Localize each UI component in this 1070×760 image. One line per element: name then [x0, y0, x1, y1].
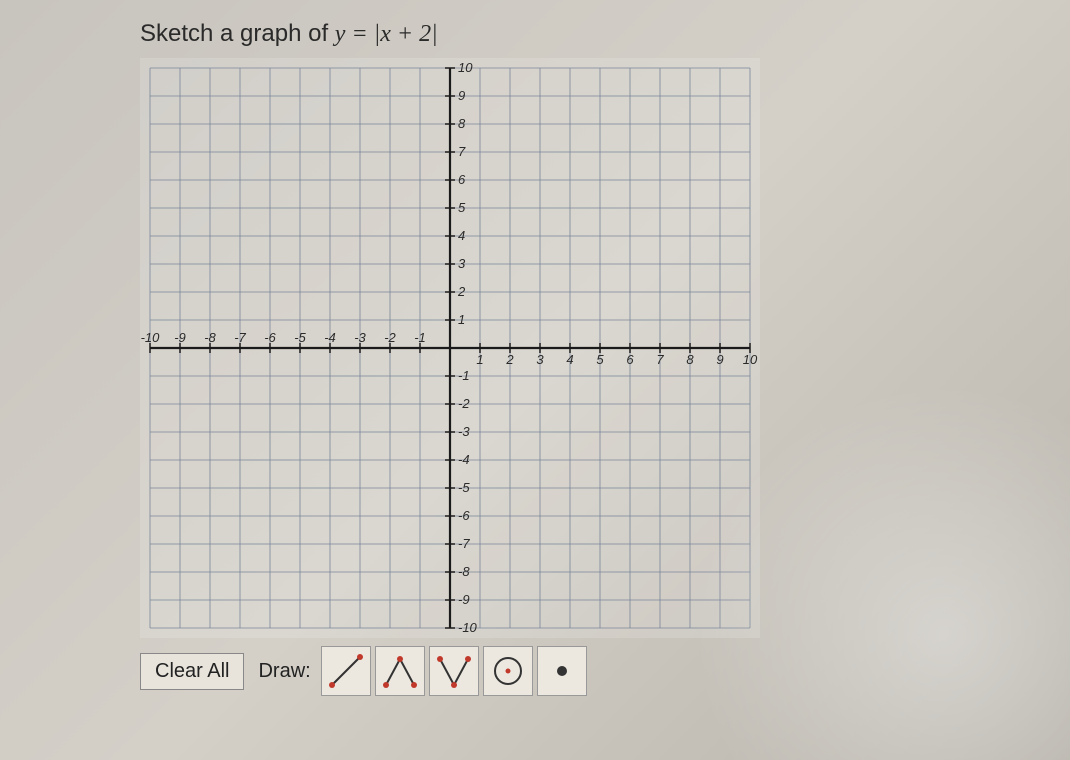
- svg-text:-3: -3: [458, 424, 470, 439]
- svg-text:7: 7: [458, 144, 466, 159]
- prompt-prefix: Sketch a graph of: [140, 20, 335, 47]
- svg-text:-5: -5: [294, 330, 306, 345]
- point-tool[interactable]: [537, 646, 587, 696]
- question-prompt: Sketch a graph of y = |x + 2|: [140, 20, 1070, 48]
- svg-text:3: 3: [458, 256, 466, 271]
- svg-text:8: 8: [458, 116, 466, 131]
- svg-text:6: 6: [458, 172, 466, 187]
- grid-svg: -10 -9 -8 -7 -6 -5 -4 -3 -2 -1 1 2 3 4 5 6 7 8 9 10 10 9 8 7 6 5 4…: [140, 58, 760, 638]
- svg-text:-4: -4: [324, 330, 336, 345]
- svg-text:-2: -2: [458, 396, 470, 411]
- draw-toolbar: Clear All Draw:: [140, 646, 1070, 696]
- abs-up-tool[interactable]: [375, 646, 425, 696]
- svg-text:5: 5: [596, 352, 604, 367]
- svg-text:-6: -6: [264, 330, 276, 345]
- svg-text:-10: -10: [141, 330, 161, 345]
- svg-text:3: 3: [536, 352, 544, 367]
- svg-text:-3: -3: [354, 330, 366, 345]
- svg-text:-6: -6: [458, 508, 470, 523]
- abs-down-tool[interactable]: [429, 646, 479, 696]
- svg-text:1: 1: [458, 312, 465, 327]
- svg-text:-7: -7: [458, 536, 470, 551]
- svg-text:-8: -8: [204, 330, 216, 345]
- svg-text:7: 7: [656, 352, 664, 367]
- svg-text:-9: -9: [458, 592, 470, 607]
- svg-text:-9: -9: [174, 330, 186, 345]
- svg-text:9: 9: [716, 352, 723, 367]
- svg-text:10: 10: [743, 352, 758, 367]
- prompt-equation: y = |x + 2|: [335, 21, 438, 47]
- svg-text:4: 4: [566, 352, 573, 367]
- circle-tool[interactable]: [483, 646, 533, 696]
- clear-all-button[interactable]: Clear All: [140, 653, 244, 690]
- svg-text:9: 9: [458, 88, 465, 103]
- svg-text:-2: -2: [384, 330, 396, 345]
- svg-text:8: 8: [686, 352, 694, 367]
- draw-label: Draw:: [258, 660, 310, 683]
- svg-text:-5: -5: [458, 480, 470, 495]
- svg-text:5: 5: [458, 200, 466, 215]
- line-tool[interactable]: [321, 646, 371, 696]
- svg-text:10: 10: [458, 60, 473, 75]
- svg-text:-8: -8: [458, 564, 470, 579]
- svg-text:1: 1: [476, 352, 483, 367]
- svg-text:-10: -10: [458, 620, 478, 635]
- svg-text:-1: -1: [414, 330, 426, 345]
- graph-canvas[interactable]: -10 -9 -8 -7 -6 -5 -4 -3 -2 -1 1 2 3 4 5 6 7 8 9 10 10 9 8 7 6 5 4…: [140, 58, 760, 638]
- svg-text:4: 4: [458, 228, 465, 243]
- svg-text:2: 2: [505, 352, 514, 367]
- svg-text:-7: -7: [234, 330, 246, 345]
- svg-text:6: 6: [626, 352, 634, 367]
- svg-text:-1: -1: [458, 368, 470, 383]
- svg-text:2: 2: [457, 284, 466, 299]
- svg-text:-4: -4: [458, 452, 470, 467]
